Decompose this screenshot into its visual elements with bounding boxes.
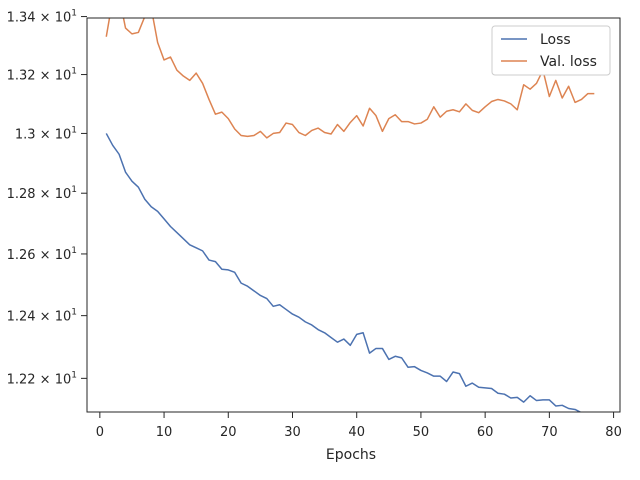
plot-area [87, 18, 620, 412]
legend: Loss Val. loss [491, 25, 611, 76]
x-tick-label: 30 [284, 425, 301, 440]
y-tick-label: 1.34 × 101 [7, 9, 77, 26]
x-tick-label: 0 [96, 425, 104, 440]
legend-label: Loss [540, 32, 571, 48]
y-tick-label: 1.32 × 101 [7, 67, 77, 84]
legend-label: Val. loss [540, 54, 597, 70]
y-tick-label: 1.28 × 101 [7, 185, 77, 202]
x-tick-label: 10 [156, 425, 173, 440]
y-axis: 1.22 × 101 1.24 × 101 1.26 × 101 1.28 × 101… [7, 9, 87, 387]
x-axis: 0 10 20 30 40 50 60 70 80 [96, 412, 622, 440]
x-tick-label: 70 [541, 425, 558, 440]
x-tick-label: 50 [413, 425, 430, 440]
y-tick-label: 1.26 × 101 [7, 246, 77, 263]
x-axis-title: Epochs [326, 447, 376, 463]
series-layer [105, 18, 595, 412]
x-tick-label: 80 [605, 425, 622, 440]
y-tick-label: 1.24 × 101 [7, 308, 77, 325]
x-tick-label: 40 [348, 425, 365, 440]
y-tick-label: 1.22 × 101 [7, 370, 77, 387]
x-tick-label: 20 [220, 425, 237, 440]
plot-frame [86, 17, 621, 413]
y-tick-label: 1.3 × 101 [15, 125, 77, 142]
x-tick-label: 60 [477, 425, 494, 440]
